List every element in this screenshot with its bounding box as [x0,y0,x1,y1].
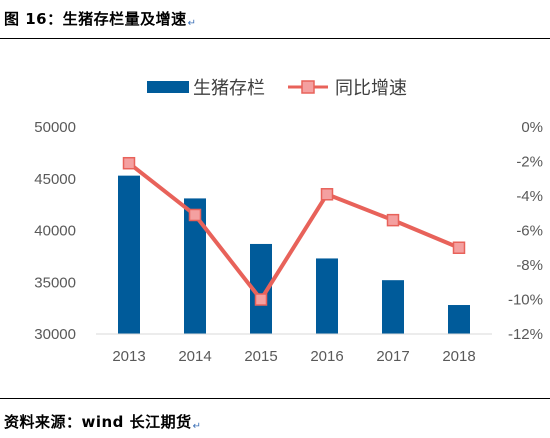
growth-line [127,161,460,302]
x-tick-label: 2013 [112,348,145,365]
left-tick-label: 35000 [34,274,76,291]
right-tick-label: -8% [516,257,543,274]
bar-2014 [184,198,206,334]
growth-marker-2016 [320,188,334,201]
right-tick-label: -10% [508,292,543,309]
bar-2016 [316,258,338,334]
left-tick-label: 45000 [34,171,76,188]
legend-line-label: 同比增速 [335,78,407,99]
legend: 生猪存栏 同比增速 [147,78,407,99]
top-rule [0,38,550,39]
legend-bar-swatch [147,81,189,93]
legend-bar-label: 生猪存栏 [193,78,265,99]
bar-2018 [448,305,470,334]
line-series [122,156,466,306]
growth-marker-2013 [122,156,136,170]
right-tick-label: 0% [521,119,543,136]
growth-marker-2017 [386,213,400,227]
right-tick-label: -4% [516,188,543,205]
left-tick-label: 50000 [34,119,76,136]
growth-marker-2014 [188,208,202,222]
chart: 生猪存栏 同比增速 30000 35000 40000 45000 50000 -12%… [34,78,543,365]
bar-2017 [382,280,404,334]
paragraph-mark-icon: ↵ [192,421,202,432]
right-tick-label: -12% [508,326,543,343]
right-tick-label: -6% [516,223,543,240]
bar-series [118,175,470,334]
right-tick-label: -2% [516,154,543,171]
right-axis-ticks: -12% -10% -8% -6% -4% -2% 0% [508,119,543,343]
bar-2015 [250,243,272,334]
left-tick-label: 30000 [34,326,76,343]
paragraph-mark-icon: ↵ [187,18,197,29]
bar-2013 [118,175,140,334]
legend-line-marker [301,80,315,94]
x-tick-label: 2017 [376,348,409,365]
source-note: 资料来源：wind 长江期货↵ [4,413,202,432]
left-axis-ticks: 30000 35000 40000 45000 50000 [34,119,76,343]
growth-marker-2015 [254,293,268,306]
growth-marker-2018 [452,241,466,254]
x-axis-ticks: 2013 2014 2015 2016 2017 2018 [112,348,475,365]
figure-title: 图 16：生猪存栏量及增速↵ [4,10,197,29]
x-tick-label: 2015 [244,348,277,365]
x-tick-label: 2018 [442,348,475,365]
x-tick-label: 2016 [310,348,343,365]
bottom-rule [0,398,550,399]
left-tick-label: 40000 [34,223,76,240]
x-tick-label: 2014 [178,348,211,365]
